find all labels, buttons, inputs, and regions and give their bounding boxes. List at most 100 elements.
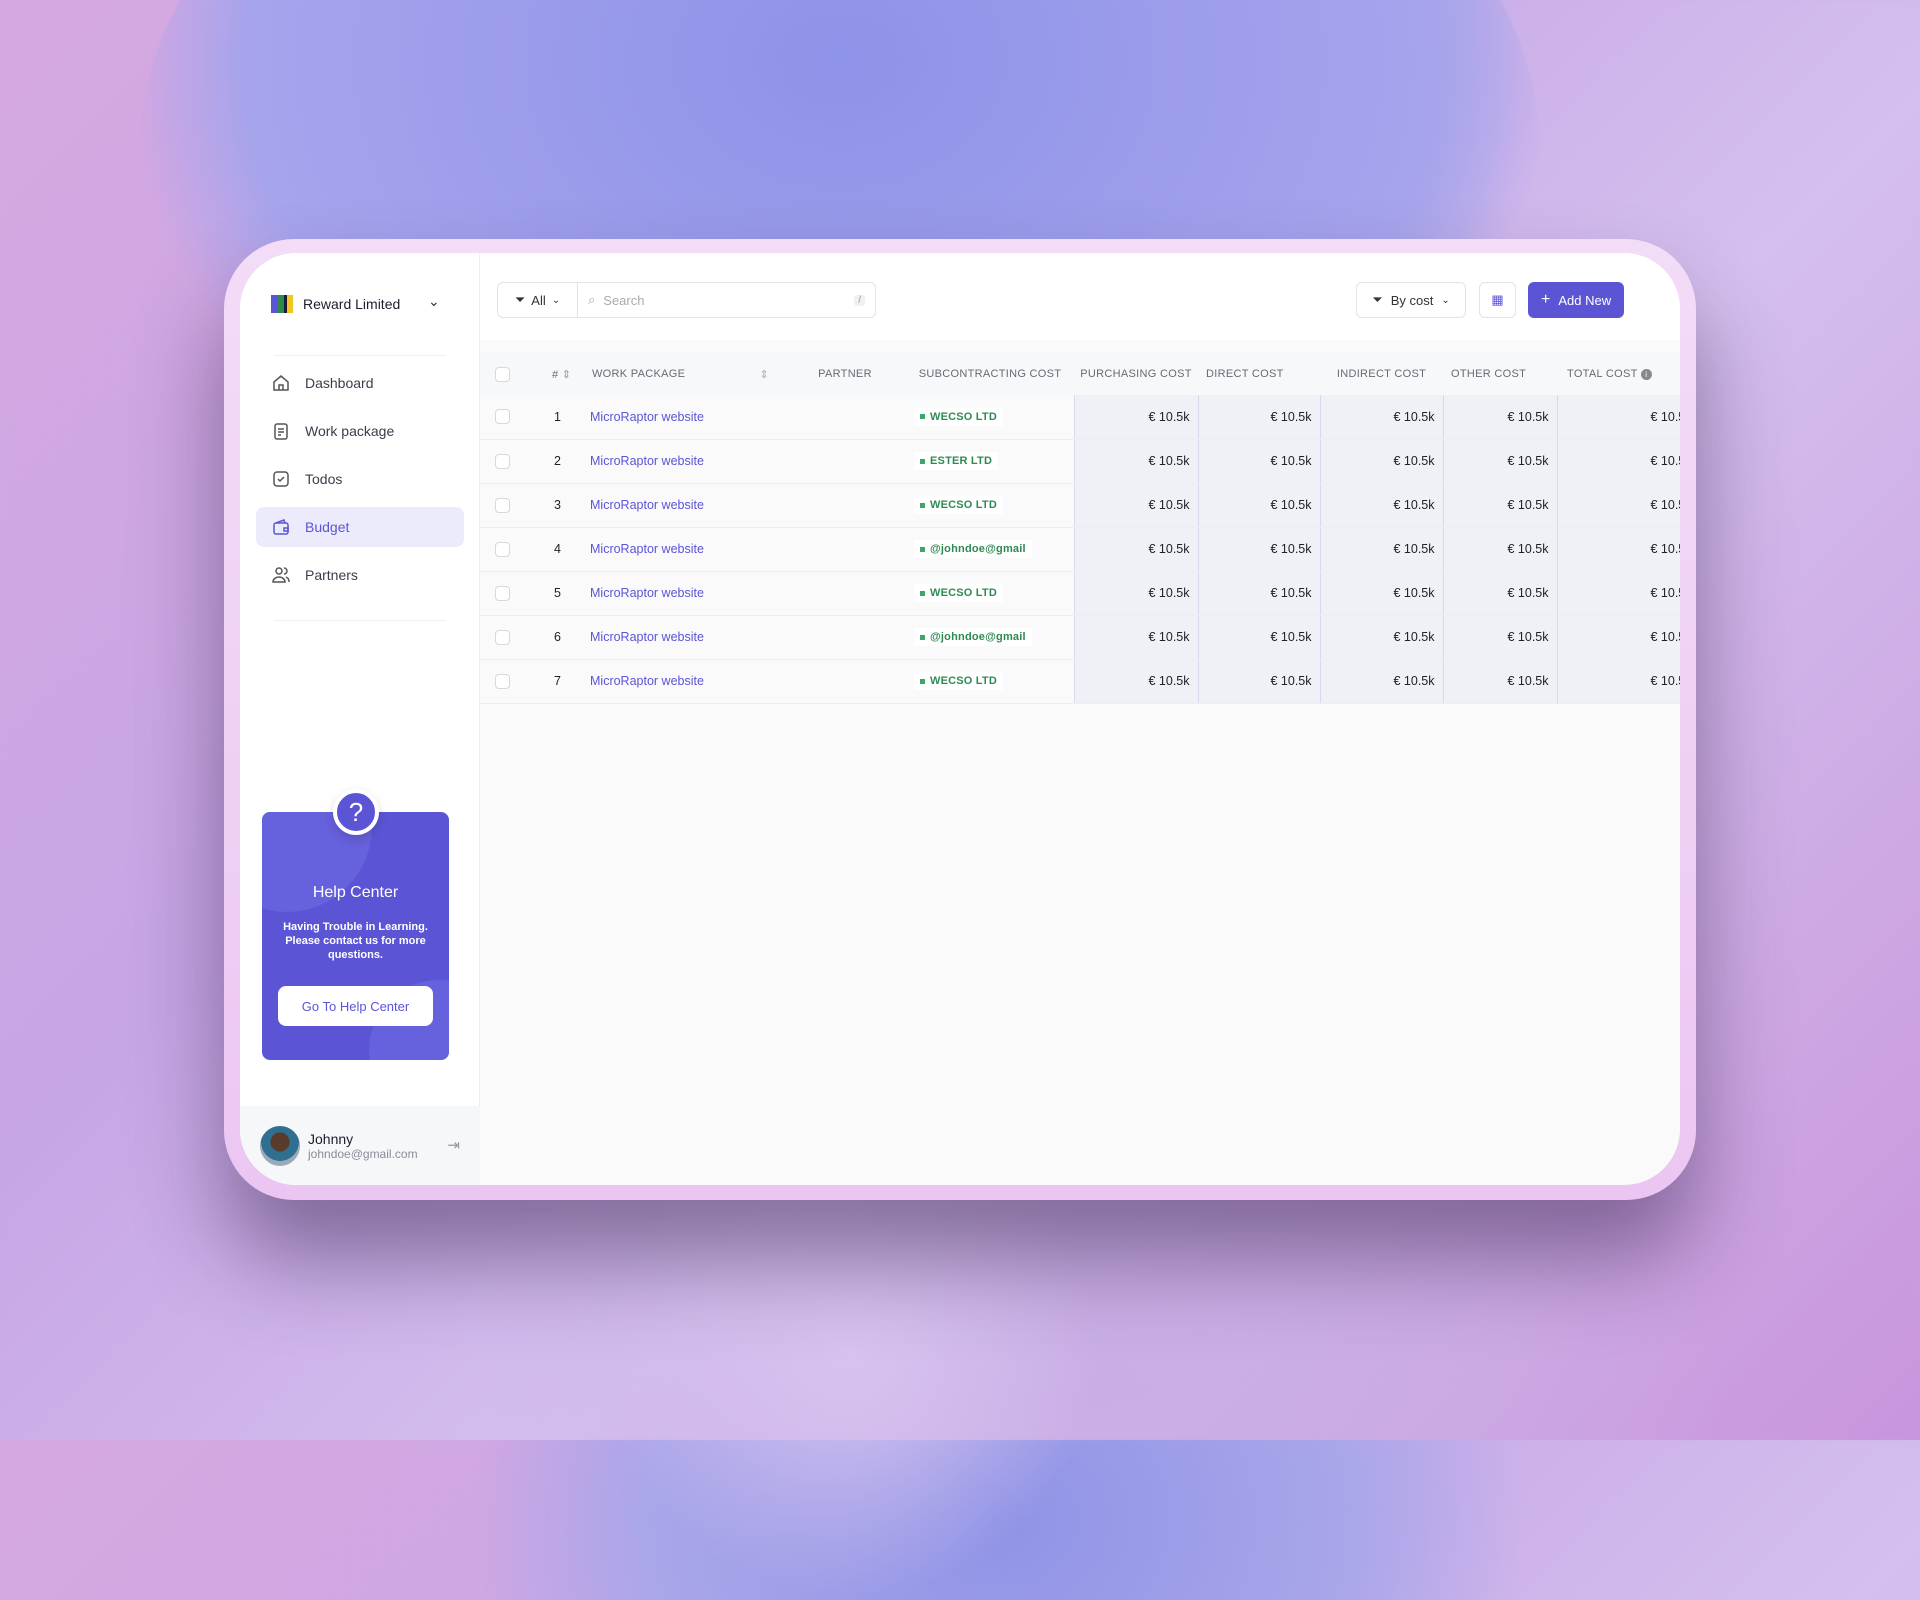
work-package-link[interactable]: MicroRaptor website [590,659,906,704]
row-checkbox[interactable] [495,497,510,513]
search-input[interactable]: ⌕ Search / [578,283,875,317]
cost-cell: € 10.5k [1442,571,1557,616]
cost-cell: € 10.5k [1556,395,1680,440]
chevron-down-icon: ⌄ [1441,294,1450,306]
cost-cell: € 10.5k [1197,659,1320,704]
search-placeholder: Search [603,292,645,308]
sort-label: By cost [1390,292,1434,308]
row-checkbox[interactable] [495,585,510,601]
app-window: Reward Limited ⌄ Dashboard Work package … [240,253,1680,1185]
column-header-purchasing[interactable]: PURCHASING COST [1074,353,1198,395]
partner-tag[interactable]: WECSO LTD [914,584,1003,602]
toolbar: ⏷ All ⌄ ⌕ Search / ⏷ By cost ⌄ ▦ + Add New [480,253,1680,340]
cost-cell: € 10.5k [1556,527,1680,572]
row-number: 4 [532,527,590,572]
column-header-total[interactable]: TOTAL COST i [1557,353,1680,395]
cost-cell: € 10.5k [1442,615,1557,660]
sidebar-item-partners[interactable]: Partners [256,555,464,595]
cost-cell: € 10.5k [1319,395,1443,440]
cost-cell: € 10.5k [1197,483,1320,528]
column-header-indirect[interactable]: INDIRECT COST [1320,353,1443,395]
partner-tag[interactable]: @johndoe@gmail [914,540,1032,558]
org-logo-icon [271,295,293,313]
clipboard-icon [274,423,288,440]
org-name: Reward Limited [303,296,401,312]
partner-tag[interactable]: WECSO LTD [914,672,1003,690]
table-row[interactable]: 3 MicroRaptor website WECSO LTD € 10.5k € … [480,483,1680,528]
select-all-checkbox[interactable] [495,366,510,382]
cost-cell: € 10.5k [1442,395,1557,440]
table-row[interactable]: 6 MicroRaptor website @johndoe@gmail € 10… [480,615,1680,660]
partner-tag[interactable]: @johndoe@gmail [914,628,1032,646]
work-package-link[interactable]: MicroRaptor website [590,615,906,660]
work-package-link[interactable]: MicroRaptor website [590,483,906,528]
chevron-down-icon[interactable]: ⌄ [428,293,440,309]
table-header: # ⇕ WORK PACKAGE ⇕ PARTNER SUBCONTRACTING… [480,353,1680,395]
cost-cell: € 10.5k [1197,571,1320,616]
sidebar-item-dashboard[interactable]: Dashboard [256,363,464,403]
user-profile[interactable]: Johnny johndoe@gmail.com ⇥ [240,1106,480,1185]
partner-tag[interactable]: WECSO LTD [914,496,1003,514]
sidebar-item-todos[interactable]: Todos [256,459,464,499]
user-name: Johnny [308,1130,354,1147]
sidebar-item-label: Work package [305,423,395,439]
partner-tag[interactable]: WECSO LTD [914,407,1003,426]
row-number: 1 [532,395,590,440]
table-row[interactable]: 1 MicroRaptor website WECSO LTD € 10.5k € … [480,395,1680,440]
cost-cell: € 10.5k [1442,439,1557,484]
user-email: johndoe@gmail.com [308,1146,418,1161]
work-package-link[interactable]: MicroRaptor website [590,571,906,616]
row-checkbox[interactable] [495,453,510,469]
filter-search-group: ⏷ All ⌄ ⌕ Search / [497,282,876,318]
row-checkbox[interactable] [495,673,510,689]
row-checkbox[interactable] [495,409,510,425]
column-header-direct[interactable]: DIRECT COST [1198,353,1320,395]
checkbox-icon [273,471,289,487]
work-package-link[interactable]: MicroRaptor website [590,439,906,484]
column-header-partner[interactable]: PARTNER [784,353,906,395]
cost-cell: € 10.5k [1197,439,1320,484]
sidebar-item-work-package[interactable]: Work package [256,411,464,451]
column-header-number[interactable]: # ⇕ [532,353,590,395]
cost-cell: € 10.5k [1197,615,1320,660]
add-new-button[interactable]: + Add New [1528,282,1625,318]
partner-tag[interactable]: ESTER LTD [914,452,999,470]
table-row[interactable]: 7 MicroRaptor website WECSO LTD € 10.5k € … [480,659,1680,704]
row-number: 7 [532,659,590,704]
column-header-other[interactable]: OTHER COST [1443,353,1557,395]
search-shortcut: / [854,294,865,306]
row-checkbox[interactable] [495,629,510,645]
divider [274,620,446,621]
work-package-link[interactable]: MicroRaptor website [590,395,906,440]
sort-by-cost-dropdown[interactable]: ⏷ By cost ⌄ [1356,282,1466,318]
logout-icon[interactable]: ⇥ [447,1137,460,1154]
row-number: 5 [532,571,590,616]
cost-cell: € 10.5k [1319,527,1443,572]
sidebar-item-label: Budget [305,519,350,535]
org-switcher[interactable]: Reward Limited [271,295,400,313]
cost-cell: € 10.5k [1556,659,1680,704]
table-view-button[interactable]: ▦ [1479,282,1516,318]
table-row[interactable]: 5 MicroRaptor website WECSO LTD € 10.5k € … [480,571,1680,616]
cost-cell: € 10.5k [1556,439,1680,484]
help-text: Having Trouble in Learning. Please contac… [283,921,428,961]
work-package-link[interactable]: MicroRaptor website [590,527,906,572]
cost-cell: € 10.5k [1073,439,1198,484]
avatar [260,1125,300,1166]
table-row[interactable]: 2 MicroRaptor website ESTER LTD € 10.5k € … [480,439,1680,484]
column-header-work-package[interactable]: WORK PACKAGE ⇕ [590,353,784,395]
cost-cell: € 10.5k [1319,439,1443,484]
info-icon: i [1640,369,1652,380]
column-header-subcontracting[interactable]: SUBCONTRACTING COST [906,353,1074,395]
table-row[interactable]: 4 MicroRaptor website @johndoe@gmail € 10… [480,527,1680,572]
cost-cell: € 10.5k [1442,659,1557,704]
cost-cell: € 10.5k [1197,395,1320,440]
cost-cell: € 10.5k [1319,615,1443,660]
sort-icon: ⇕ [561,368,572,381]
row-checkbox[interactable] [495,541,510,557]
go-to-help-center-button[interactable]: Go To Help Center [278,986,433,1026]
cost-cell: € 10.5k [1442,527,1557,572]
filter-dropdown[interactable]: ⏷ All ⌄ [498,283,578,317]
help-title: Help Center [312,884,399,901]
sidebar-item-budget[interactable]: Budget [256,507,464,547]
